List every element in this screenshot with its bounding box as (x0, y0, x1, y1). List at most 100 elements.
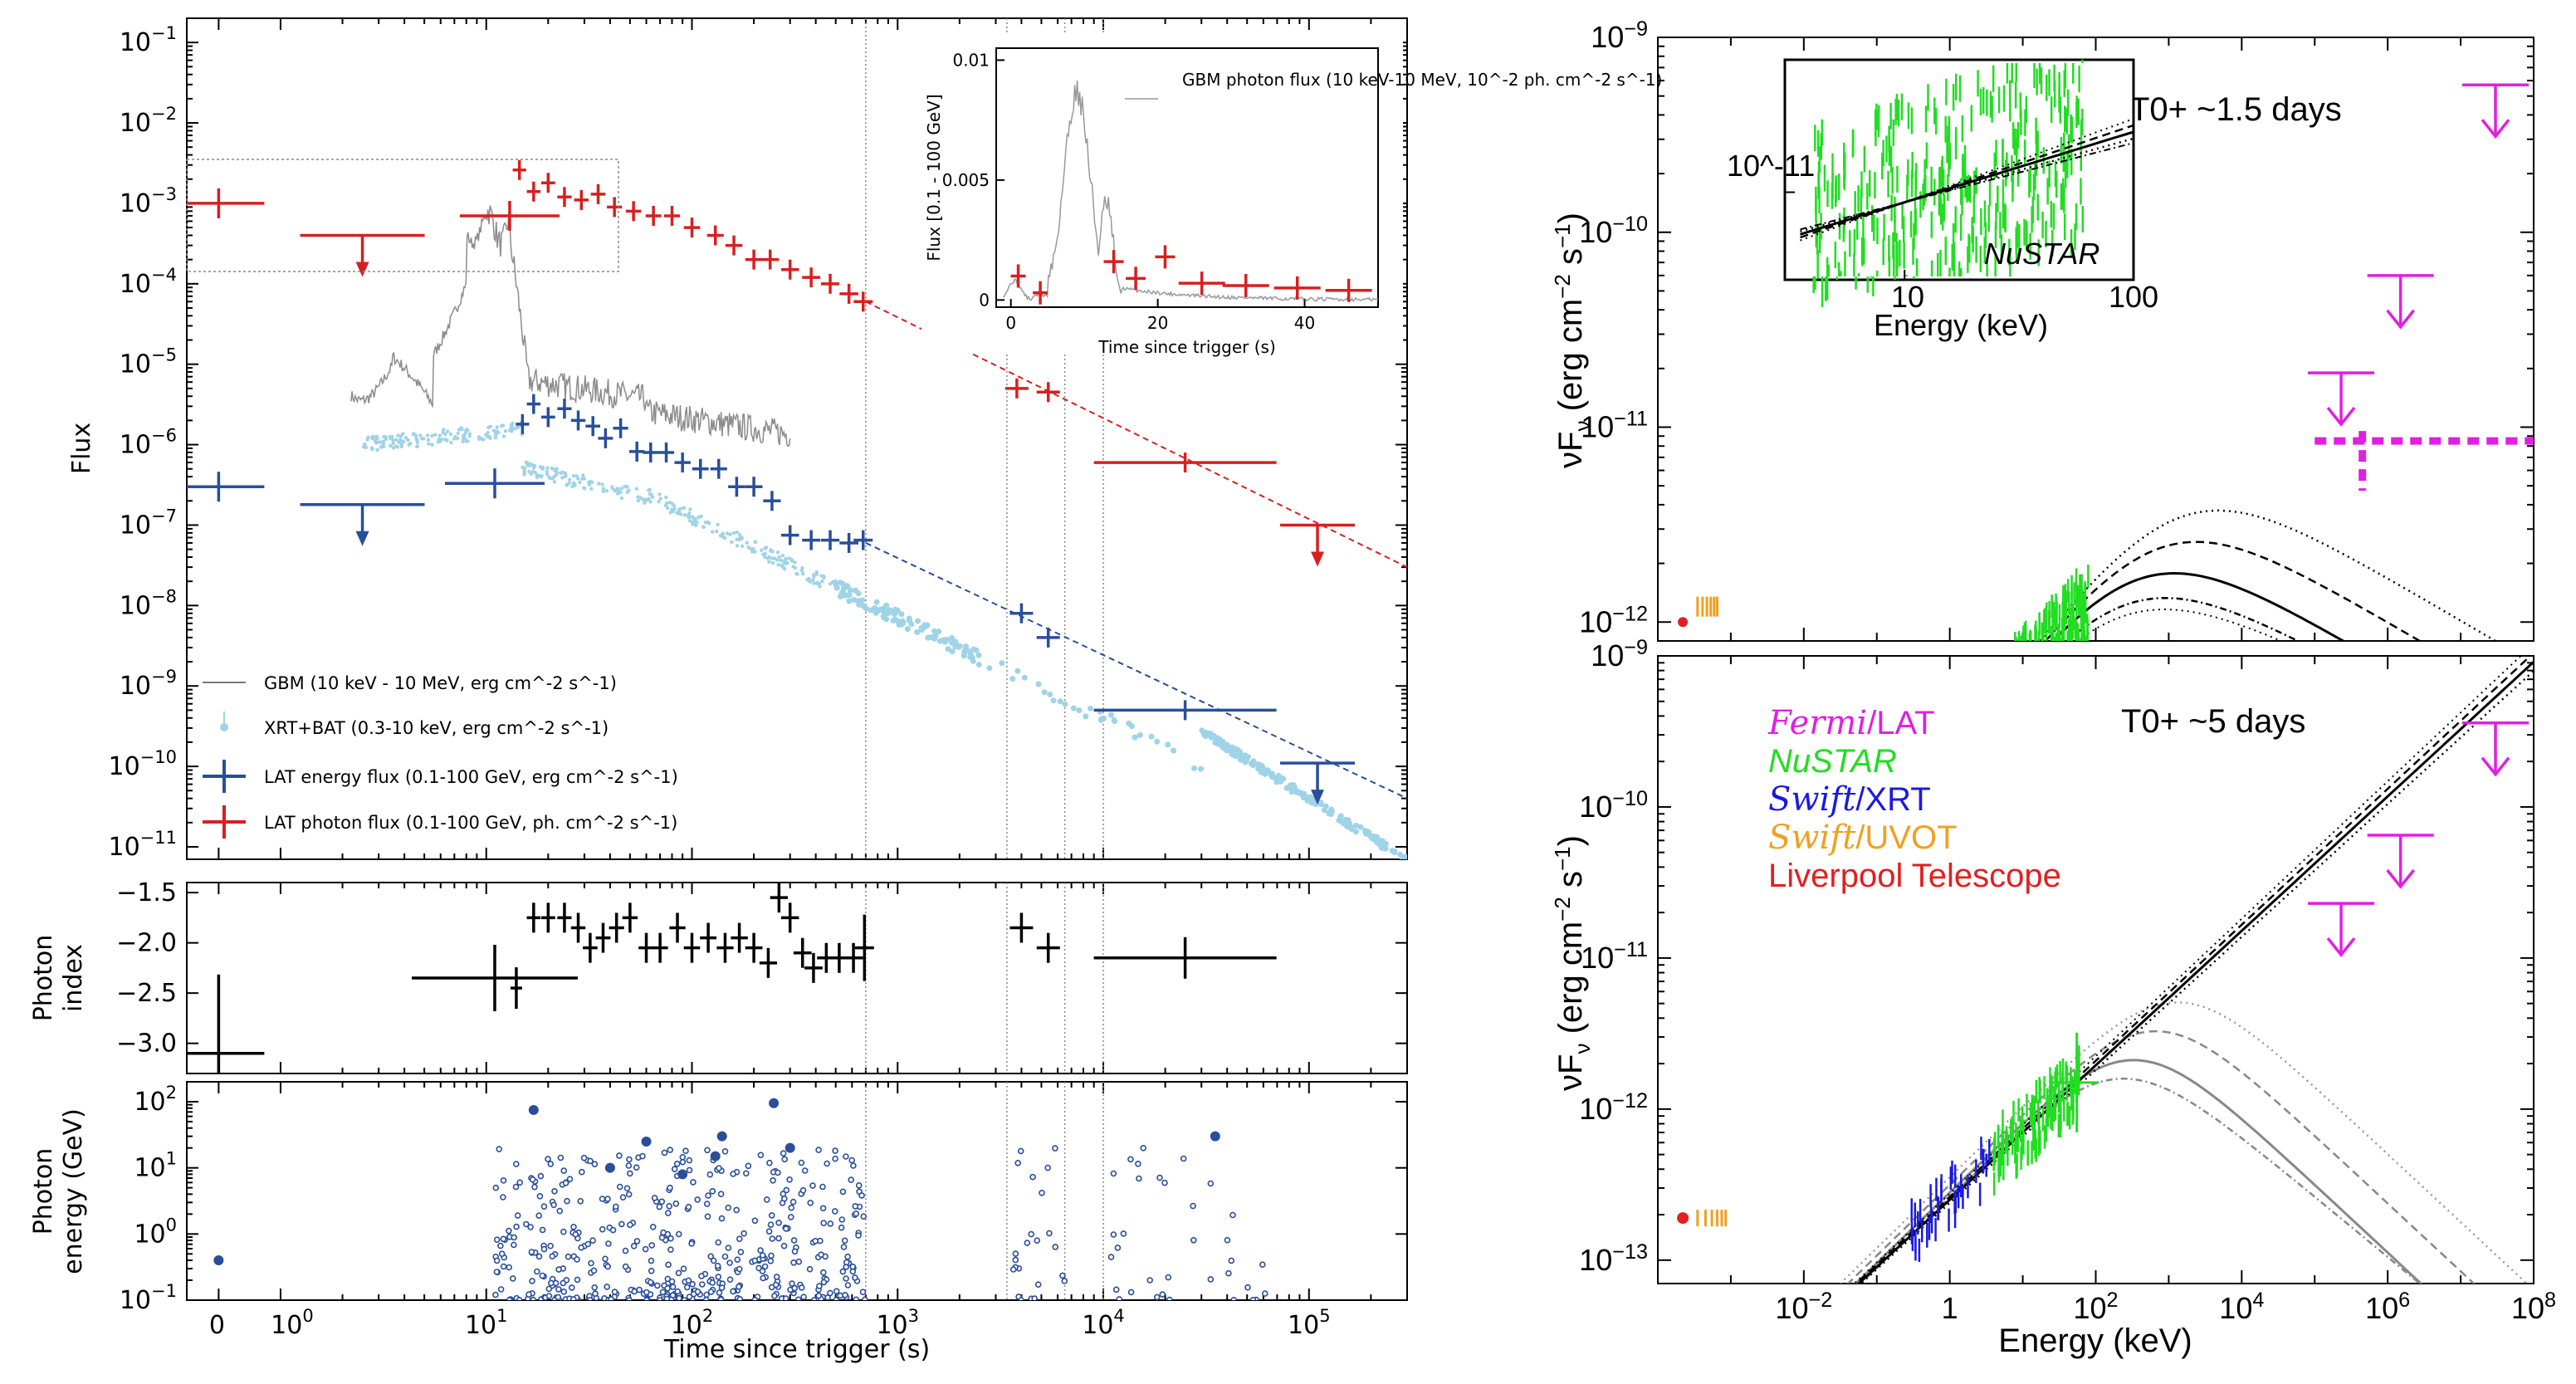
xrt-bat-point (975, 652, 982, 658)
xrt-bat-point (735, 544, 740, 548)
photon-event (853, 1296, 859, 1300)
photon-event (578, 1168, 585, 1176)
photon-event (1052, 1145, 1058, 1152)
photon-event (715, 1239, 722, 1246)
y-tick-label: 10−13 (1579, 1240, 1648, 1277)
y-tick-label: 10−4 (120, 265, 177, 299)
photon-event (540, 1245, 548, 1253)
photon-event (535, 1253, 543, 1260)
photon-event (562, 1180, 569, 1186)
inset-lat-point (1325, 278, 1372, 302)
xrt-bat-point (573, 482, 577, 487)
sed-powerlaw (1853, 656, 2522, 1284)
photon-event (853, 1210, 860, 1217)
xrt-bat-point (663, 503, 668, 507)
photon-event-large (769, 1098, 780, 1108)
photon-event (855, 1232, 862, 1239)
inset-lat-point (1033, 281, 1048, 305)
photon-event (545, 1156, 551, 1162)
xrt-bat-point (936, 628, 942, 635)
photon-event (1180, 1155, 1187, 1162)
x-tick-label: 106 (2365, 1289, 2410, 1325)
lat-energy-flux-point (557, 399, 572, 419)
xrt-bat-point (1047, 691, 1053, 697)
y-tick-label: −3.0 (116, 1029, 177, 1059)
photon-event (531, 1183, 538, 1191)
xrt-bat-point (530, 469, 535, 473)
photon-event (565, 1253, 572, 1260)
photon-index-point (187, 974, 265, 1073)
photon-event (1136, 1175, 1142, 1182)
xrt-bat-point (693, 523, 698, 528)
lat-photon-flux-point (574, 189, 589, 210)
photon-event (658, 1198, 666, 1205)
photon-event (783, 1225, 789, 1232)
photon-event (736, 1235, 743, 1242)
xrt-bat-point (775, 550, 780, 555)
x-tick-label: 1 (1942, 1291, 1958, 1325)
photon-event-large (604, 1162, 615, 1173)
lat-energy-flux-point (526, 394, 541, 414)
xrt-bat-point (529, 472, 533, 476)
xrt-bat-point (1389, 848, 1396, 854)
y-tick-label: 10−9 (120, 667, 177, 701)
y-tick-label: 102 (134, 1083, 177, 1117)
y-tick-label: 10−11 (108, 828, 177, 862)
photon-event (550, 1201, 557, 1209)
lat-photon-flux-point (540, 173, 555, 193)
xrt-bat-point (779, 559, 783, 563)
photon-event (671, 1166, 678, 1172)
y-tick-label: −2.5 (116, 979, 177, 1008)
nustar-inset: NuSTAR 10^-11 10 100 Energy (keV) (1727, 58, 2158, 342)
xrt-bat-point (728, 532, 732, 536)
xrt-bat-point (799, 569, 804, 573)
panel-a-frame (186, 17, 1408, 860)
photon-event (689, 1281, 696, 1288)
xrt-bat-point (553, 469, 558, 473)
xrt-bat-point (840, 585, 847, 592)
lat-photon-upper-limit (1280, 523, 1356, 567)
photon-event (1024, 1240, 1031, 1246)
fermi-ul (2308, 371, 2375, 427)
xrt-bat-point (701, 525, 706, 529)
xrt-bat-point (664, 495, 668, 500)
xrt-bat-point (657, 492, 662, 496)
photon-event (1161, 1179, 1168, 1186)
photon-event (1052, 1244, 1058, 1250)
photon-event (506, 1264, 513, 1271)
xrt-bat-point (886, 609, 892, 616)
photon-event (1153, 1294, 1161, 1300)
lat-photon-flux-point (839, 283, 858, 304)
photon-event (667, 1147, 674, 1153)
xrt-bat-point (672, 507, 677, 511)
xrt-bat-point (931, 635, 938, 642)
xrt-bat-point (590, 480, 594, 484)
photon-event (806, 1265, 814, 1273)
xrt-bat-point (677, 508, 682, 512)
xrt-bat-point (1278, 775, 1285, 781)
xrt-bat-point (716, 522, 720, 526)
xrt-bat-point (486, 425, 491, 430)
xrt-bat-point (398, 438, 403, 442)
photon-event (688, 1240, 695, 1247)
xrt-bat-point (1376, 841, 1383, 848)
xrt-bat-point (1088, 705, 1093, 712)
photon-index-point (1036, 932, 1060, 963)
xrt-bat-point (718, 534, 723, 538)
photon-event (604, 1263, 612, 1270)
xrt-bat-point (1041, 689, 1048, 696)
lat-photon-flux-point (802, 267, 821, 288)
x-tick-label: 102 (2073, 1289, 2118, 1325)
photon-event (850, 1162, 857, 1169)
photon-event (1017, 1147, 1024, 1155)
photon-event (513, 1223, 520, 1230)
photon-event (1046, 1230, 1053, 1237)
y-tick-label: 10−7 (120, 506, 177, 540)
photon-event (643, 1297, 650, 1300)
photon-event (844, 1253, 851, 1260)
xrt-bat-point (565, 483, 569, 487)
liverpool-point (1678, 617, 1689, 628)
xrt-bat-point (501, 423, 506, 428)
xrt-bat-point (715, 529, 719, 534)
photon-event (741, 1230, 747, 1237)
